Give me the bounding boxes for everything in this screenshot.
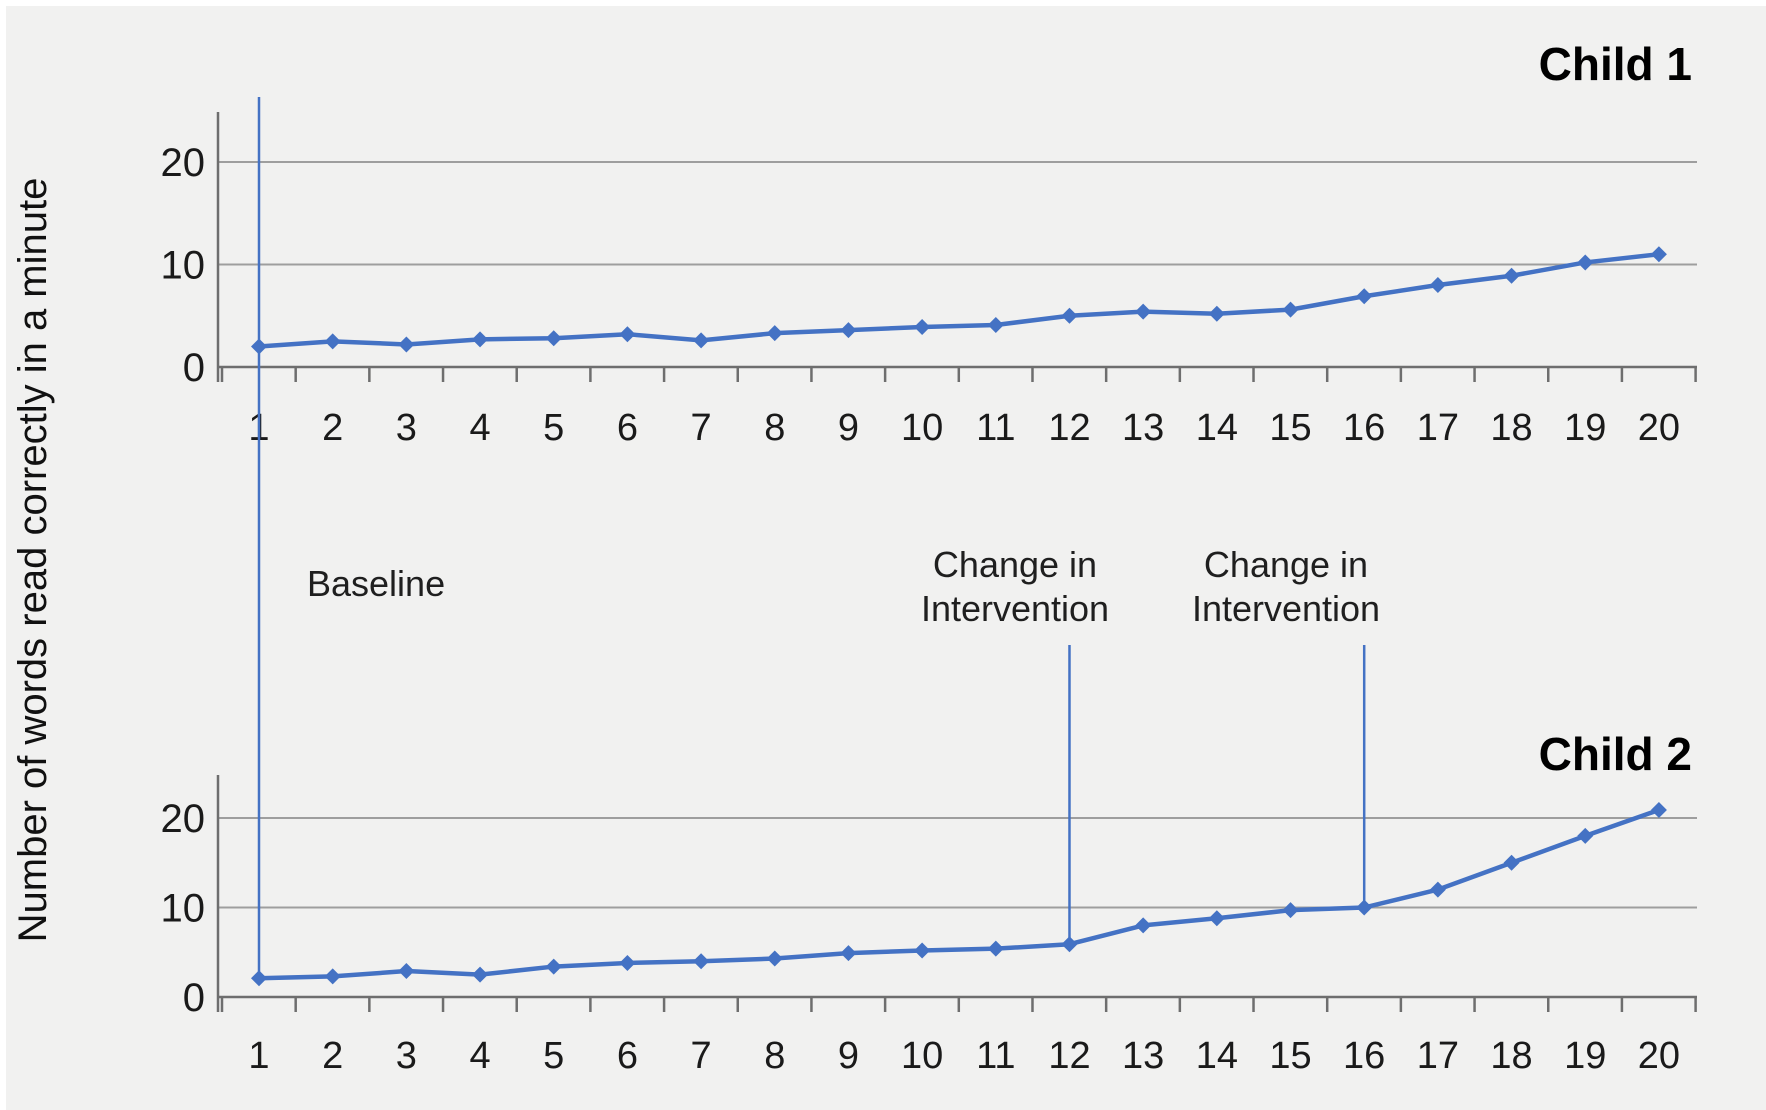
data-point-marker [693, 953, 710, 970]
x-tick-label: 10 [901, 1035, 943, 1077]
data-point-marker [1135, 303, 1152, 320]
x-tick-label: 19 [1564, 407, 1606, 449]
x-tick-label: 18 [1490, 407, 1532, 449]
x-tick-label: 8 [764, 1035, 785, 1077]
x-tick-label: 16 [1343, 407, 1385, 449]
data-point-marker [398, 963, 415, 980]
data-point-marker [619, 326, 636, 343]
data-point-marker [1650, 801, 1667, 818]
x-tick-label: 4 [469, 407, 490, 449]
data-point-marker [1577, 254, 1594, 271]
x-tick-label: 13 [1122, 1035, 1164, 1077]
data-point-marker [1356, 288, 1373, 305]
x-tick-label: 7 [691, 407, 712, 449]
data-point-marker [766, 325, 783, 342]
x-tick-label: 11 [976, 1035, 1015, 1077]
baseline-label: Baseline [307, 563, 445, 604]
x-tick-label: 16 [1343, 1035, 1385, 1077]
data-point-marker [324, 968, 341, 985]
data-point-marker [398, 336, 415, 353]
x-tick-label: 15 [1269, 407, 1311, 449]
x-tick-label: 9 [838, 407, 859, 449]
data-point-marker [545, 330, 562, 347]
data-point-marker [1503, 854, 1520, 871]
data-point-marker [914, 319, 931, 336]
data-point-marker [1208, 305, 1225, 322]
x-tick-label: 7 [691, 1035, 712, 1077]
x-tick-label: 5 [543, 407, 564, 449]
y-tick-label: 20 [161, 141, 206, 185]
y-axis-title: Number of words read correctly in a minu… [11, 178, 55, 943]
dual-line-chart: Number of words read correctly in a minu… [11, 38, 1697, 1077]
y-tick-label: 0 [183, 976, 205, 1020]
data-point-marker [840, 945, 857, 962]
y-tick-label: 0 [183, 346, 205, 390]
x-tick-label: 13 [1122, 407, 1164, 449]
data-point-marker [840, 322, 857, 339]
data-point-marker [619, 954, 636, 971]
child1-title: Child 1 [1539, 38, 1692, 90]
x-tick-label: 17 [1417, 1035, 1459, 1077]
x-tick-label: 10 [901, 407, 943, 449]
data-point-marker [987, 316, 1004, 333]
data-point-marker [1429, 881, 1446, 898]
intervention-label-2: Change in Intervention [1192, 544, 1380, 629]
data-point-marker [693, 332, 710, 349]
y-tick-label: 20 [161, 797, 206, 841]
x-tick-label: 2 [322, 1035, 343, 1077]
x-tick-label: 8 [764, 407, 785, 449]
child2-series-line [256, 807, 1662, 981]
x-tick-label: 2 [322, 407, 343, 449]
x-tick-label: 15 [1269, 1035, 1311, 1077]
data-point-marker [545, 958, 562, 975]
data-point-marker [1135, 917, 1152, 934]
x-tick-label: 12 [1048, 407, 1090, 449]
x-tick-label: 20 [1638, 407, 1680, 449]
data-point-marker [987, 940, 1004, 957]
x-tick-label: 4 [469, 1035, 490, 1077]
x-tick-label: 3 [396, 407, 417, 449]
x-tick-label: 1 [248, 1035, 269, 1077]
x-tick-label: 19 [1564, 1035, 1606, 1077]
intervention-label-1: Change in Intervention [921, 544, 1109, 629]
x-tick-label: 17 [1417, 407, 1459, 449]
data-point-marker [1061, 307, 1078, 324]
data-point-marker [1577, 827, 1594, 844]
x-tick-label: 6 [617, 407, 638, 449]
y-tick-label: 10 [161, 244, 206, 288]
data-point-marker [1282, 301, 1299, 318]
data-point-marker [1650, 246, 1667, 263]
data-point-marker [1429, 277, 1446, 293]
x-tick-label: 6 [617, 1035, 638, 1077]
child2-title: Child 2 [1539, 728, 1692, 780]
data-point-marker [766, 950, 783, 967]
data-point-marker [914, 942, 931, 959]
child1-series-line [256, 252, 1662, 349]
x-tick-label: 20 [1638, 1035, 1680, 1077]
x-tick-label: 9 [838, 1035, 859, 1077]
y-tick-label: 10 [161, 887, 206, 931]
x-tick-label: 5 [543, 1035, 564, 1077]
x-tick-label: 11 [976, 407, 1015, 449]
x-tick-label: 14 [1196, 407, 1238, 449]
x-tick-label: 14 [1196, 1035, 1238, 1077]
data-point-marker [472, 331, 489, 348]
data-point-marker [472, 966, 489, 983]
x-tick-label: 18 [1490, 1035, 1532, 1077]
data-point-marker [1503, 267, 1520, 284]
x-tick-label: 12 [1048, 1035, 1090, 1077]
data-point-marker [324, 333, 341, 350]
data-point-marker [1282, 902, 1299, 919]
data-point-marker [1208, 910, 1225, 927]
x-tick-label: 3 [396, 1035, 417, 1077]
